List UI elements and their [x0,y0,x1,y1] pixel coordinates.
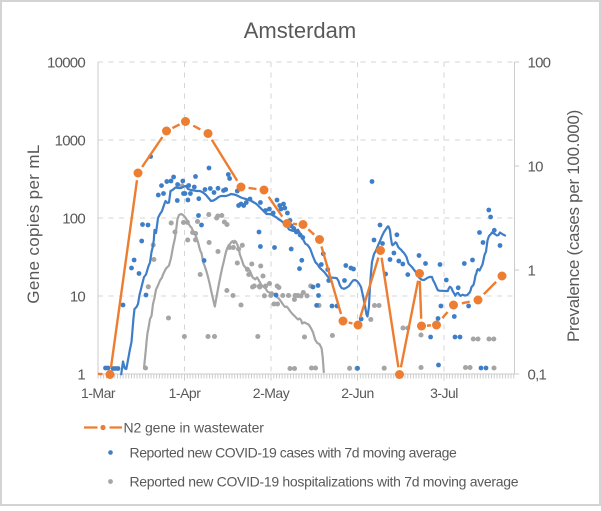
svg-text:1-Apr: 1-Apr [169,385,202,401]
svg-text:Prevalence (cases per 100.000): Prevalence (cases per 100.000) [564,110,583,342]
svg-text:10: 10 [528,159,544,176]
svg-text:Gene copies per mL: Gene copies per mL [24,144,43,303]
svg-text:Reported new COVID-19 hospital: Reported new COVID-19 hospitalizations w… [130,474,519,490]
svg-text:Amsterdam: Amsterdam [244,18,356,43]
svg-text:1000: 1000 [55,133,86,150]
svg-text:1: 1 [77,367,85,384]
svg-text:1-Mar: 1-Mar [81,385,116,401]
svg-text:1: 1 [528,263,536,280]
svg-text:0,1: 0,1 [528,367,547,384]
svg-text:N2 gene in wastewater: N2 gene in wastewater [124,420,265,436]
svg-text:10: 10 [70,289,86,306]
svg-text:100: 100 [528,55,551,72]
svg-text:Reported new COVID-19 cases wi: Reported new COVID-19 cases with 7d movi… [130,445,457,461]
svg-text:2-Jun: 2-Jun [341,385,374,401]
svg-text:2-May: 2-May [253,385,290,401]
svg-text:3-Jul: 3-Jul [430,385,458,401]
svg-text:10000: 10000 [47,55,85,72]
svg-text:100: 100 [62,211,85,228]
